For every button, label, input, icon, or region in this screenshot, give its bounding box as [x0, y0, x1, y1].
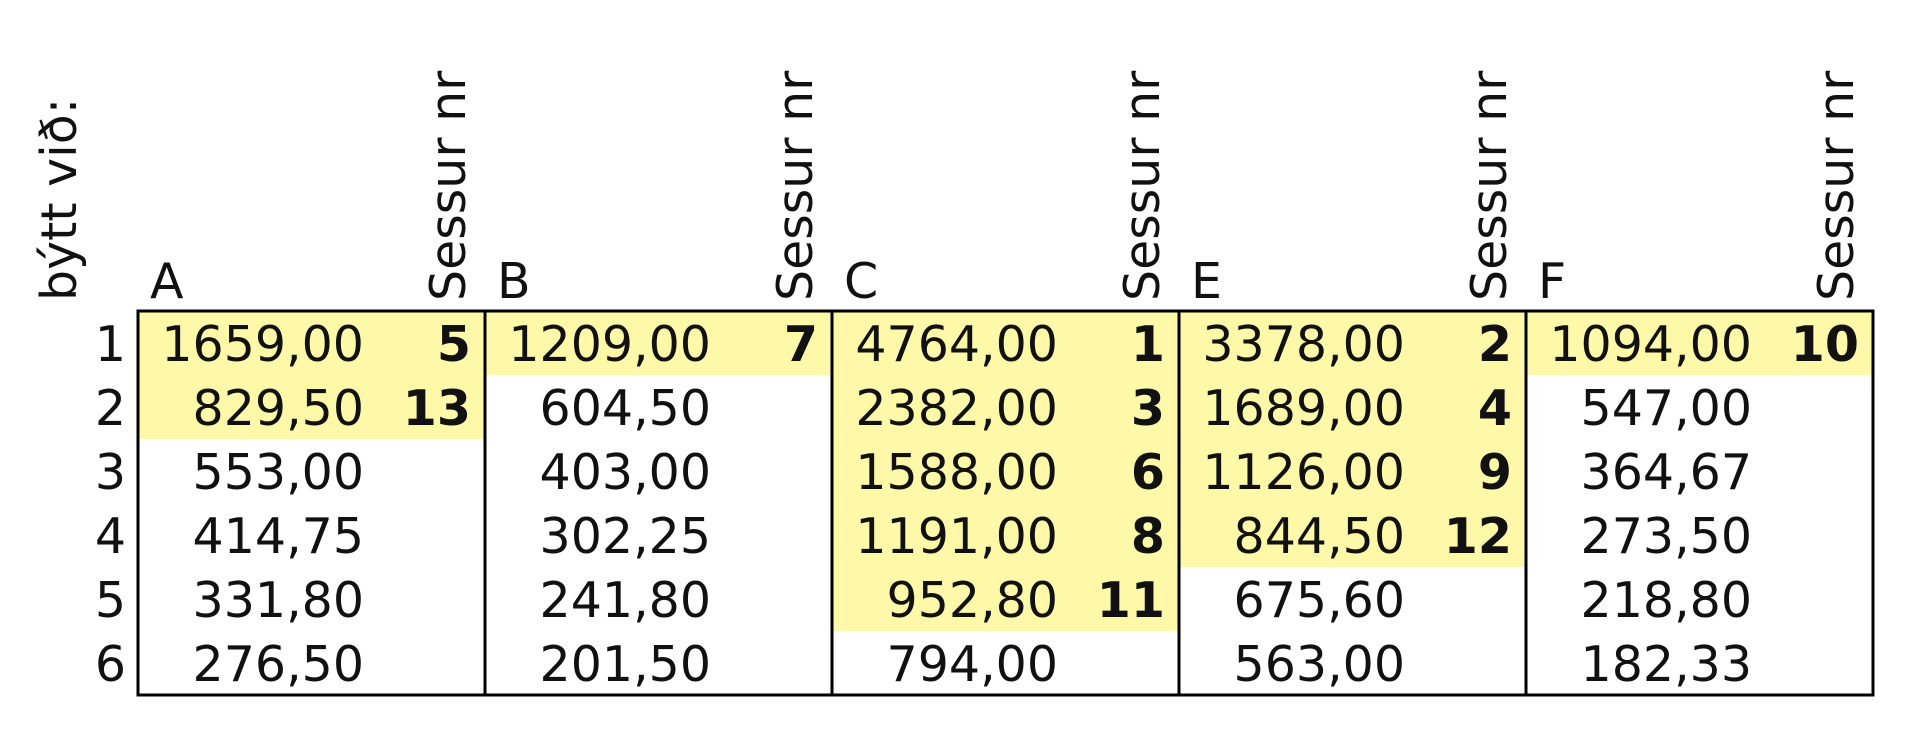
- highlight-cell: [1179, 375, 1526, 439]
- highlight-cell: [832, 311, 1179, 375]
- value-cell: 1659,00: [161, 316, 364, 373]
- value-cell: 1094,00: [1549, 316, 1752, 373]
- highlight-cell: [485, 311, 832, 375]
- seat-number: 11: [1097, 572, 1165, 629]
- value-cell: 844,50: [1234, 508, 1405, 565]
- value-cell: 794,00: [887, 636, 1058, 693]
- value-cell: 675,60: [1234, 572, 1405, 629]
- value-cell: 563,00: [1234, 636, 1405, 693]
- column-name: B: [497, 253, 531, 310]
- seat-number: 5: [437, 316, 471, 373]
- value-cell: 302,25: [540, 508, 711, 565]
- seat-number: 6: [1131, 444, 1165, 501]
- seat-number: 7: [784, 316, 818, 373]
- column-name: F: [1538, 253, 1566, 310]
- value-cell: 241,80: [540, 572, 711, 629]
- seat-header: Sessur nr: [420, 70, 477, 301]
- row-number: 3: [95, 444, 126, 501]
- seat-number: 8: [1131, 508, 1165, 565]
- value-cell: 364,67: [1581, 444, 1752, 501]
- row-number: 1: [95, 316, 126, 373]
- highlight-cell: [832, 567, 1179, 631]
- row-number: 4: [95, 508, 126, 565]
- column-name: E: [1191, 253, 1222, 310]
- value-cell: 331,80: [193, 572, 364, 629]
- highlight-cell: [832, 503, 1179, 567]
- row-number: 6: [95, 636, 126, 693]
- seat-header: Sessur nr: [1808, 70, 1865, 301]
- value-cell: 952,80: [887, 572, 1058, 629]
- highlight-cell: [138, 311, 485, 375]
- highlight-cell: [1179, 503, 1526, 567]
- value-cell: 182,33: [1581, 636, 1752, 693]
- column-border: [1524, 309, 1875, 697]
- value-cell: 3378,00: [1202, 316, 1405, 373]
- value-cell: 1126,00: [1202, 444, 1405, 501]
- seat-number: 13: [403, 380, 471, 437]
- column-name: A: [150, 253, 184, 310]
- value-cell: 201,50: [540, 636, 711, 693]
- highlight-cell: [832, 439, 1179, 503]
- seat-number: 4: [1478, 380, 1512, 437]
- seat-number: 1: [1131, 316, 1165, 373]
- seat-header: Sessur nr: [767, 70, 824, 301]
- value-cell: 604,50: [540, 380, 711, 437]
- highlight-cell: [138, 375, 485, 439]
- value-cell: 414,75: [193, 508, 364, 565]
- value-cell: 1588,00: [855, 444, 1058, 501]
- value-cell: 273,50: [1581, 508, 1752, 565]
- column-name: C: [844, 253, 878, 310]
- value-cell: 2382,00: [855, 380, 1058, 437]
- row-number: 5: [95, 572, 126, 629]
- value-cell: 218,80: [1581, 572, 1752, 629]
- side-label: býtt við:: [31, 98, 88, 301]
- value-cell: 276,50: [193, 636, 364, 693]
- row-number: 2: [95, 380, 126, 437]
- value-cell: 1191,00: [855, 508, 1058, 565]
- highlight-cell: [1179, 439, 1526, 503]
- highlight-cell: [1179, 311, 1526, 375]
- value-cell: 547,00: [1581, 380, 1752, 437]
- value-cell: 1209,00: [508, 316, 711, 373]
- seat-number: 12: [1444, 508, 1512, 565]
- seat-number: 3: [1131, 380, 1165, 437]
- seat-number: 9: [1478, 444, 1512, 501]
- seat-number: 10: [1791, 316, 1859, 373]
- value-cell: 829,50: [193, 380, 364, 437]
- value-cell: 4764,00: [855, 316, 1058, 373]
- highlight-cell: [832, 375, 1179, 439]
- highlight-cell: [1526, 311, 1873, 375]
- seat-header: Sessur nr: [1461, 70, 1518, 301]
- seat-header: Sessur nr: [1114, 70, 1171, 301]
- value-cell: 403,00: [540, 444, 711, 501]
- value-cell: 553,00: [193, 444, 364, 501]
- value-cell: 1689,00: [1202, 380, 1405, 437]
- seat-number: 2: [1478, 316, 1512, 373]
